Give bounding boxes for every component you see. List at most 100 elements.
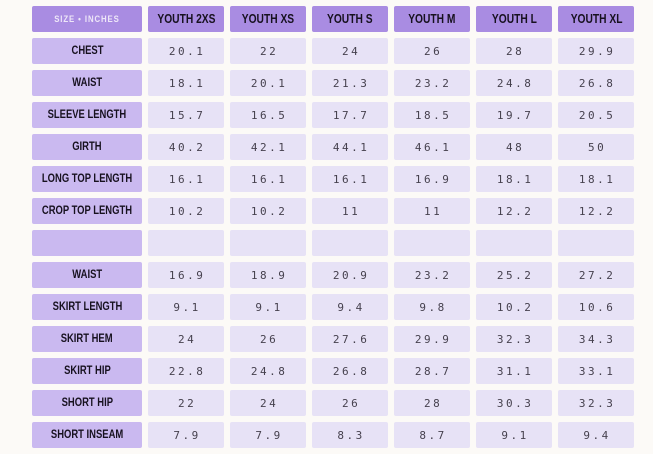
corner-header-label: SIZE • INCHES — [54, 13, 120, 25]
value-cell: 46.1 — [394, 134, 471, 160]
value-cell: 29.9 — [558, 38, 635, 64]
row-label: SHORT INSEAM — [32, 422, 143, 448]
value-cell: 48 — [476, 134, 553, 160]
value-cell: 26.8 — [558, 70, 635, 96]
table-row-crop-top-length: CROP TOP LENGTH 10.2 10.2 11 11 12.2 12.… — [32, 198, 635, 224]
row-label: SLEEVE LENGTH — [32, 102, 143, 128]
value-cell — [476, 230, 553, 256]
value-cell: 23.2 — [394, 262, 471, 288]
table-row-waist: WAIST 18.1 20.1 21.3 23.2 24.8 26.8 — [32, 70, 635, 96]
value-cell: 27.6 — [312, 326, 389, 352]
corner-header-cell: SIZE • INCHES — [32, 6, 143, 32]
value-cell: 22 — [230, 38, 307, 64]
table-row-skirt-hem: SKIRT HEM 24 26 27.6 29.9 32.3 34.3 — [32, 326, 635, 352]
value-cell: 27.2 — [558, 262, 635, 288]
column-header-youth-m: YOUTH M — [394, 6, 471, 32]
table-row-short-hip: SHORT HIP 22 24 26 28 30.3 32.3 — [32, 390, 635, 416]
value-cell: 7.9 — [230, 422, 307, 448]
value-cell: 33.1 — [558, 358, 635, 384]
table-row-sleeve-length: SLEEVE LENGTH 15.7 16.5 17.7 18.5 19.7 2… — [32, 102, 635, 128]
value-cell: 18.5 — [394, 102, 471, 128]
value-cell: 34.3 — [558, 326, 635, 352]
value-cell: 28 — [394, 390, 471, 416]
table-row-chest: CHEST 20.1 22 24 26 28 29.9 — [32, 38, 635, 64]
value-cell: 29.9 — [394, 326, 471, 352]
value-cell: 26 — [230, 326, 307, 352]
header-row: SIZE • INCHES YOUTH 2XS YOUTH XS YOUTH S… — [32, 6, 635, 32]
value-cell: 26 — [312, 390, 389, 416]
value-cell: 24 — [312, 38, 389, 64]
value-cell — [312, 230, 389, 256]
value-cell: 16.9 — [148, 262, 225, 288]
value-cell: 24 — [230, 390, 307, 416]
value-cell: 16.1 — [312, 166, 389, 192]
value-cell: 9.1 — [230, 294, 307, 320]
value-cell: 10.6 — [558, 294, 635, 320]
value-cell: 20.1 — [230, 70, 307, 96]
value-cell: 44.1 — [312, 134, 389, 160]
value-cell: 11 — [394, 198, 471, 224]
value-cell: 18.1 — [476, 166, 553, 192]
row-label: SKIRT HIP — [32, 358, 143, 384]
value-cell: 12.2 — [558, 198, 635, 224]
row-label: SKIRT LENGTH — [32, 294, 143, 320]
value-cell: 8.3 — [312, 422, 389, 448]
value-cell: 16.1 — [230, 166, 307, 192]
row-label: CROP TOP LENGTH — [32, 198, 143, 224]
value-cell: 16.9 — [394, 166, 471, 192]
row-label: SHORT HIP — [32, 390, 143, 416]
value-cell: 7.9 — [148, 422, 225, 448]
value-cell — [558, 230, 635, 256]
column-header-youth-s: YOUTH S — [312, 6, 389, 32]
value-cell: 24 — [148, 326, 225, 352]
value-cell: 50 — [558, 134, 635, 160]
value-cell: 25.2 — [476, 262, 553, 288]
row-label: WAIST — [32, 262, 143, 288]
value-cell: 26.8 — [312, 358, 389, 384]
value-cell: 26 — [394, 38, 471, 64]
column-header-youth-2xs: YOUTH 2XS — [148, 6, 225, 32]
value-cell: 16.5 — [230, 102, 307, 128]
value-cell: 20.5 — [558, 102, 635, 128]
value-cell: 32.3 — [558, 390, 635, 416]
value-cell: 19.7 — [476, 102, 553, 128]
value-cell: 30.3 — [476, 390, 553, 416]
row-label: WAIST — [32, 70, 143, 96]
value-cell: 9.8 — [394, 294, 471, 320]
value-cell: 9.4 — [312, 294, 389, 320]
value-cell: 15.7 — [148, 102, 225, 128]
table-row-waist-bottoms: WAIST 16.9 18.9 20.9 23.2 25.2 27.2 — [32, 262, 635, 288]
value-cell — [394, 230, 471, 256]
row-label: CHEST — [32, 38, 143, 64]
value-cell: 28.7 — [394, 358, 471, 384]
value-cell: 12.2 — [476, 198, 553, 224]
value-cell: 10.2 — [148, 198, 225, 224]
row-label: SKIRT HEM — [32, 326, 143, 352]
value-cell: 24.8 — [476, 70, 553, 96]
table-row-girth: GIRTH 40.2 42.1 44.1 46.1 48 50 — [32, 134, 635, 160]
value-cell: 16.1 — [148, 166, 225, 192]
value-cell: 8.7 — [394, 422, 471, 448]
value-cell: 10.2 — [230, 198, 307, 224]
value-cell: 9.1 — [148, 294, 225, 320]
row-label — [32, 230, 143, 256]
value-cell: 21.3 — [312, 70, 389, 96]
value-cell — [230, 230, 307, 256]
value-cell: 20.9 — [312, 262, 389, 288]
row-label: LONG TOP LENGTH — [32, 166, 143, 192]
value-cell: 22.8 — [148, 358, 225, 384]
value-cell: 11 — [312, 198, 389, 224]
table-row-short-inseam: SHORT INSEAM 7.9 7.9 8.3 8.7 9.1 9.4 — [32, 422, 635, 448]
row-label: GIRTH — [32, 134, 143, 160]
value-cell: 18.1 — [148, 70, 225, 96]
value-cell: 9.4 — [558, 422, 635, 448]
value-cell: 31.1 — [476, 358, 553, 384]
value-cell: 18.9 — [230, 262, 307, 288]
value-cell: 28 — [476, 38, 553, 64]
value-cell: 40.2 — [148, 134, 225, 160]
value-cell — [148, 230, 225, 256]
value-cell: 10.2 — [476, 294, 553, 320]
column-header-youth-l: YOUTH L — [476, 6, 553, 32]
table-row-skirt-length: SKIRT LENGTH 9.1 9.1 9.4 9.8 10.2 10.6 — [32, 294, 635, 320]
column-header-youth-xl: YOUTH XL — [558, 6, 635, 32]
